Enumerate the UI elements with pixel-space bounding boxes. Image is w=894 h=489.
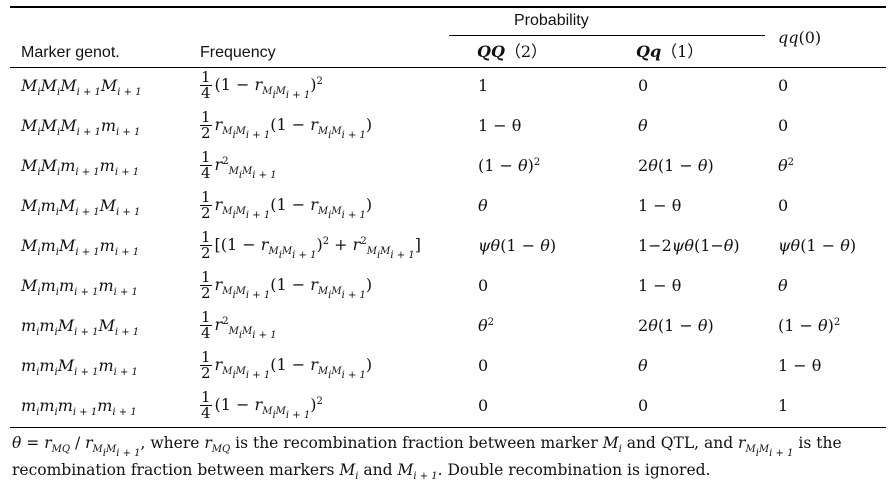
prob-qq-cell: 0 <box>778 76 789 95</box>
prob-QQ-cell: ψθ(1 − θ) <box>478 236 557 255</box>
prob-qq-cell: 1 − θ <box>778 356 822 375</box>
frequency-cell: 1 2 rMiMi + 1(1 − rMiMi + 1) <box>200 348 373 382</box>
prob-Qq-cell: θ <box>638 356 648 375</box>
prob-Qq-cell: 0 <box>638 76 649 95</box>
prob-Qq-cell: 2θ(1 − θ) <box>638 156 714 175</box>
prob-Qq-cell: 1 − θ <box>638 276 682 295</box>
prob-QQ-cell: θ <box>478 196 488 215</box>
frequency-cell: 1 2 rMiMi + 1(1 − rMiMi + 1) <box>200 108 373 142</box>
prob-QQ-cell: (1 − θ)2 <box>478 156 541 175</box>
frequency-cell: 1 4 r2MiMi + 1 <box>200 148 277 182</box>
header-QQ-symbol: QQ <box>477 42 505 61</box>
header-probability: Probability <box>514 12 589 29</box>
frequency-cell: 1 4 (1 − rMiMi + 1)2 <box>200 388 323 422</box>
genotype-cell: MiMimi + 1mi + 1 <box>21 156 140 178</box>
prob-Qq-cell: 2θ(1 − θ) <box>638 316 714 335</box>
prob-Qq-cell: 0 <box>638 396 649 415</box>
prob-qq-cell: θ2 <box>778 156 795 175</box>
probability-subrule <box>449 35 765 36</box>
prob-qq-cell: 0 <box>778 116 789 135</box>
footnote-line-1: θ = rMQ / rMiMi + 1, where rMQ is the re… <box>12 434 842 459</box>
prob-qq-cell: θ <box>778 276 788 295</box>
header-QQ: QQ（2） <box>477 42 547 62</box>
header-frequency: Frequency <box>200 44 276 61</box>
frequency-cell: 1 4 r2MiMi + 1 <box>200 308 277 342</box>
top-rule <box>10 6 886 8</box>
prob-Qq-cell: 1 − θ <box>638 196 682 215</box>
frequency-cell: 1 2 [(1 − rMiMi + 1)2 + r2MiMi + 1] <box>200 228 421 262</box>
genotype-cell: MimiMi + 1Mi + 1 <box>21 196 141 218</box>
header-qq: qq(0) <box>778 28 821 48</box>
prob-QQ-cell: 0 <box>478 276 489 295</box>
header-Qq-symbol: Qq <box>636 42 662 61</box>
genotype-cell: MiMiMi + 1mi + 1 <box>21 116 141 138</box>
prob-QQ-cell: 0 <box>478 396 489 415</box>
prob-QQ-cell: 1 <box>478 76 489 95</box>
header-rule <box>10 67 886 68</box>
prob-Qq-cell: θ <box>638 116 648 135</box>
table-footnote: θ = rMQ / rMiMi + 1, where rMQ is the re… <box>12 430 886 484</box>
header-marker-genotype: Marker genot. <box>21 44 120 61</box>
footnote-line-2: recombination fraction between markers M… <box>12 461 711 482</box>
header-Qq-value: （1） <box>661 42 704 61</box>
frequency-cell: 1 2 rMiMi + 1(1 − rMiMi + 1) <box>200 188 373 222</box>
genotype-cell: mimimi + 1mi + 1 <box>21 396 137 418</box>
prob-qq-cell: ψθ(1 − θ) <box>778 236 857 255</box>
bottom-rule <box>10 427 886 428</box>
prob-qq-cell: 1 <box>778 396 789 415</box>
header-QQ-value: （2） <box>504 42 548 61</box>
prob-QQ-cell: 1 − θ <box>478 116 522 135</box>
header-Qq: Qq（1） <box>636 42 703 62</box>
frequency-cell: 1 2 rMiMi + 1(1 − rMiMi + 1) <box>200 268 373 302</box>
prob-qq-cell: 0 <box>778 196 789 215</box>
frequency-cell: 1 4 (1 − rMiMi + 1)2 <box>200 68 323 102</box>
prob-qq-cell: (1 − θ)2 <box>778 316 841 335</box>
header-qq-symbol: qq <box>778 28 799 47</box>
header-qq-value: (0) <box>798 28 822 47</box>
genotype-cell: MimiMi + 1mi + 1 <box>21 236 140 258</box>
prob-Qq-cell: 1−2ψθ(1−θ) <box>638 236 740 255</box>
genotype-cell: MiMiMi + 1Mi + 1 <box>21 76 142 98</box>
genotype-cell: mimiMi + 1mi + 1 <box>21 356 138 378</box>
genotype-cell: Mimimi + 1mi + 1 <box>21 276 138 298</box>
prob-QQ-cell: 0 <box>478 356 489 375</box>
genotype-cell: mimiMi + 1Mi + 1 <box>21 316 140 338</box>
prob-QQ-cell: θ2 <box>478 316 495 335</box>
